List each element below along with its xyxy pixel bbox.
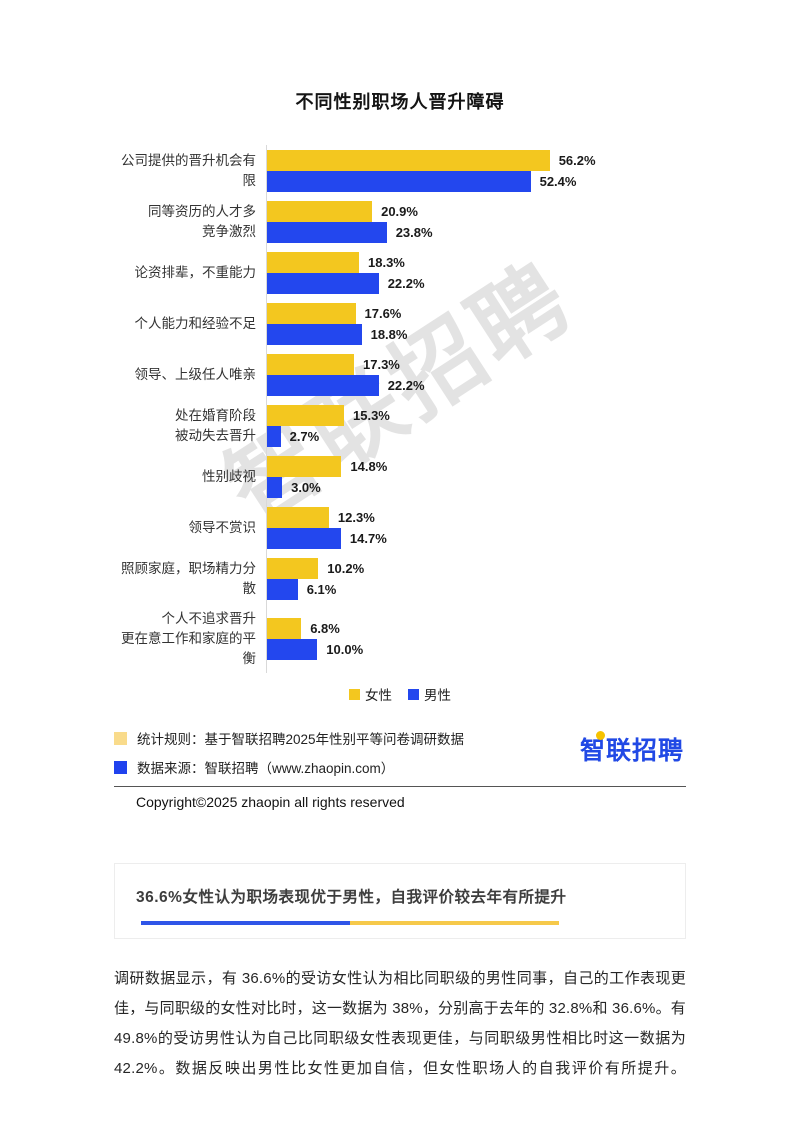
bar-male (267, 375, 379, 396)
chart-row: 论资排辈，不重能力 18.3% 22.2% (114, 252, 686, 294)
bar-male (267, 639, 318, 660)
chart-row: 领导不赏识 12.3% 14.7% (114, 507, 686, 549)
category-label: 公司提供的晋升机会有限 (121, 153, 256, 188)
footnote-swatch (114, 760, 127, 774)
footnote-swatch (114, 731, 127, 745)
bar-value-male: 10.0% (326, 642, 364, 657)
legend-swatch (408, 688, 419, 700)
bar-value-female: 56.2% (558, 153, 596, 168)
chart-row: 公司提供的晋升机会有限 56.2% 52.4% (114, 150, 686, 192)
chart-title: 不同性别职场人晋升障碍 (295, 92, 505, 112)
bar-value-male: 52.4% (539, 174, 577, 189)
category-label: 领导、上级任人唯亲 (134, 367, 257, 382)
bar-pair: 17.3% 22.2% (267, 354, 686, 396)
legend-label: 女性 (365, 688, 392, 703)
zhaopin-logo-text: 智联招聘 (579, 737, 684, 765)
category-label: 性别歧视 (202, 469, 256, 484)
bar-value-male: 23.8% (395, 225, 433, 240)
bar-value-female: 15.3% (353, 408, 390, 423)
chart-row: 领导、上级任人唯亲 17.3% 22.2% (114, 354, 686, 396)
category-label: 个人不追求晋升 更在意工作和家庭的平衡 (121, 611, 256, 666)
footnote-line: 数据来源：智联招聘（www.zhaopin.com） (114, 757, 686, 777)
bar-value-male: 22.2% (387, 276, 425, 291)
chart-row: 照顾家庭，职场精力分散 10.2% 6.1% (114, 558, 686, 600)
logo-dot-icon (595, 731, 605, 740)
footnote-text: 数据来源：智联招聘（www.zhaopin.com） (137, 761, 395, 776)
bar-pair: 17.6% 18.8% (267, 303, 686, 345)
legend-swatch (349, 688, 360, 700)
bar-value-female: 17.6% (364, 306, 402, 321)
section-headline: 36.6%女性认为职场表现优于男性，自我评价较去年有所提升 (136, 889, 567, 906)
page-content: 不同性别职场人晋升障碍 公司提供的晋升机会有限 56.2% 52.4% 同等资历… (114, 88, 686, 1084)
headline-underline-yellow (350, 921, 559, 925)
zhaopin-logo: 智联招聘 (580, 731, 684, 767)
section-headline-box: 36.6%女性认为职场表现优于男性，自我评价较去年有所提升 (114, 863, 686, 939)
bar-pair: 6.8% 10.0% (267, 618, 686, 660)
bar-female (267, 354, 354, 375)
bar-value-female: 20.9% (381, 204, 418, 219)
bar-pair: 20.9% 23.8% (267, 201, 686, 243)
bar-female (267, 303, 356, 324)
bar-pair: 14.8% 3.0% (267, 456, 686, 498)
bar-female (267, 558, 319, 579)
bar-value-male: 3.0% (291, 480, 321, 495)
chart-legend: 女性 男性 (114, 684, 686, 704)
bar-male (267, 426, 281, 447)
bar-male (267, 171, 531, 192)
bar-value-male: 14.7% (349, 531, 387, 546)
chart-row: 处在婚育阶段 被动失去晋升 15.3% 2.7% (114, 405, 686, 447)
bar-value-male: 18.8% (370, 327, 408, 342)
bar-female (267, 618, 302, 639)
bar-male (267, 579, 298, 600)
chart-footnotes: 智联招聘 统计规则：基于智联招聘2025年性别平等问卷调研数据 数据来源：智联招聘… (114, 728, 686, 777)
bar-pair: 10.2% 6.1% (267, 558, 686, 600)
headline-underline-blue (141, 921, 350, 925)
footnote-text: 统计规则：基于智联招聘2025年性别平等问卷调研数据 (137, 732, 465, 747)
bar-value-female: 12.3% (337, 510, 375, 525)
category-label: 同等资历的人才多 竞争激烈 (148, 204, 256, 239)
category-label: 照顾家庭，职场精力分散 (121, 561, 256, 596)
bar-value-female: 10.2% (327, 561, 365, 576)
bar-male (267, 528, 341, 549)
copyright-text: Copyright©2025 zhaopin all rights reserv… (136, 794, 405, 810)
bar-female (267, 507, 329, 528)
bar-male (267, 324, 362, 345)
bar-pair: 56.2% 52.4% (267, 150, 686, 192)
bar-female (267, 150, 550, 171)
bar-male (267, 222, 387, 243)
chart-row: 个人不追求晋升 更在意工作和家庭的平衡 6.8% 10.0% (114, 609, 686, 669)
bar-pair: 15.3% 2.7% (267, 405, 686, 447)
bar-chart: 公司提供的晋升机会有限 56.2% 52.4% 同等资历的人才多 竞争激烈 20.… (114, 145, 686, 673)
chart-row: 同等资历的人才多 竞争激烈 20.9% 23.8% (114, 201, 686, 243)
bar-pair: 12.3% 14.7% (267, 507, 686, 549)
bar-value-female: 6.8% (310, 621, 340, 636)
category-label: 个人能力和经验不足 (134, 316, 257, 331)
bar-female (267, 456, 342, 477)
bar-female (267, 405, 344, 426)
category-label: 论资排辈，不重能力 (134, 265, 257, 280)
legend-item: 女性 (349, 684, 392, 704)
bar-value-female: 14.8% (350, 459, 388, 474)
bar-female (267, 201, 373, 222)
bar-value-male: 22.2% (387, 378, 425, 393)
bar-value-female: 17.3% (363, 357, 400, 372)
bar-value-female: 18.3% (368, 255, 405, 270)
chart-row: 性别歧视 14.8% 3.0% (114, 456, 686, 498)
category-label: 处在婚育阶段 被动失去晋升 (175, 408, 256, 443)
bar-value-male: 6.1% (306, 582, 337, 597)
bar-male (267, 273, 379, 294)
footnote-line: 统计规则：基于智联招聘2025年性别平等问卷调研数据 (114, 728, 686, 748)
bar-value-male: 2.7% (289, 429, 320, 444)
chart-row: 个人能力和经验不足 17.6% 18.8% (114, 303, 686, 345)
bar-male (267, 477, 283, 498)
legend-item: 男性 (408, 684, 451, 704)
legend-label: 男性 (424, 688, 451, 703)
bar-pair: 18.3% 22.2% (267, 252, 686, 294)
body-paragraph: 调研数据显示，有 36.6%的受访女性认为相比同职级的男性同事，自己的工作表现更… (114, 970, 686, 1077)
bar-female (267, 252, 359, 273)
headline-underline (141, 921, 559, 925)
divider-line (114, 786, 686, 787)
category-label: 领导不赏识 (188, 520, 257, 535)
